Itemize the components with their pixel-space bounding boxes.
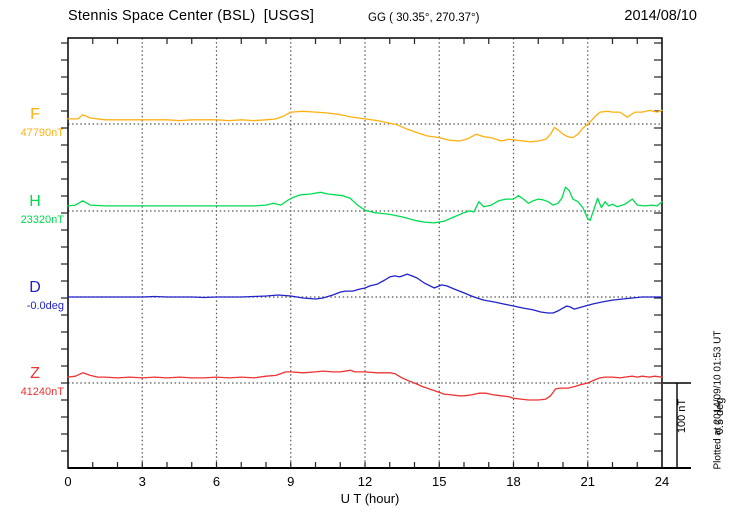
- x-tick-label-24: 24: [654, 474, 670, 489]
- channel-letter-Z: Z: [30, 365, 40, 382]
- station-title: Stennis Space Center (BSL) [USGS]: [68, 8, 315, 24]
- curve-Z: [67, 369, 663, 401]
- curve-D: [67, 273, 663, 314]
- plot-date: 2014/08/10: [624, 8, 697, 24]
- x-tick-label-6: 6: [212, 474, 221, 489]
- channel-letter-D: D: [29, 279, 41, 296]
- channel-letter-F: F: [30, 106, 40, 123]
- scale-bar-nt-label: 100 nT: [676, 398, 688, 434]
- x-tick-label-18: 18: [506, 474, 521, 489]
- x-tick-label-3: 3: [138, 474, 146, 489]
- geographic-coordinates: GG ( 30.35°, 270.37°): [368, 12, 480, 24]
- x-tick-label-9: 9: [287, 474, 295, 489]
- x-tick-label-21: 21: [580, 474, 595, 489]
- channel-value-H: 23320nT: [20, 214, 64, 226]
- x-tick-label-15: 15: [432, 474, 447, 489]
- curve-F: [67, 109, 663, 143]
- channel-letter-H: H: [29, 193, 41, 210]
- channel-value-D: -0.0deg: [26, 300, 64, 312]
- channel-value-F: 47790nT: [20, 127, 64, 139]
- curve-H: [67, 186, 663, 224]
- x-tick-label-0: 0: [64, 474, 72, 489]
- channel-value-Z: 41240nT: [20, 386, 64, 398]
- x-tick-label-12: 12: [357, 474, 373, 489]
- x-axis-title: U T (hour): [340, 491, 400, 506]
